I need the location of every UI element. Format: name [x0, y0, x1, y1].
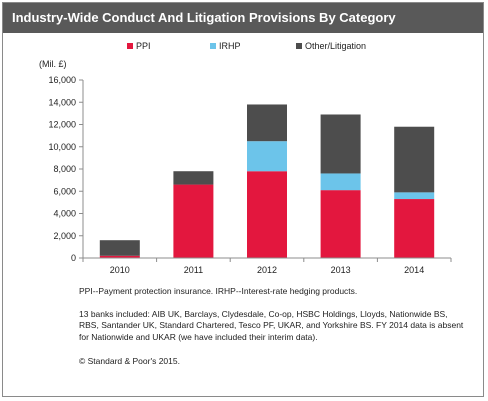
y-tick-label: 16,000	[48, 75, 76, 85]
legend-label-ppi: PPI	[136, 41, 151, 51]
y-tick-label: 6,000	[53, 186, 76, 196]
y-axis-label: (Mil. £)	[39, 59, 67, 69]
copyright-note: © Standard & Poor's 2015.	[79, 356, 180, 366]
chart-panel: Industry-Wide Conduct And Litigation Pro…	[2, 2, 484, 397]
y-tick-label: 10,000	[48, 142, 76, 152]
footnotes: PPI--Payment protection insurance. IRHP-…	[79, 286, 469, 368]
legend-swatch-irhp	[210, 43, 216, 49]
bar-irhp-2014	[394, 192, 435, 200]
bar-ppi-2010	[99, 255, 140, 258]
y-tick-label: 14,000	[48, 97, 76, 107]
bar-ppi-2011	[173, 184, 214, 258]
y-tick-label: 4,000	[53, 209, 76, 219]
legend-label-other-litigation: Other/Litigation	[305, 41, 366, 51]
bar-other-litigation-2010	[99, 240, 140, 256]
y-tick-label: 0	[71, 253, 76, 263]
bars	[99, 104, 435, 258]
y-tick-label: 12,000	[48, 120, 76, 130]
x-tick-label: 2011	[184, 265, 203, 275]
legend-label-irhp: IRHP	[219, 41, 241, 51]
stacked-bar-chart: (Mil. £) PPI IRHP Other/Litigation 0 2,000 4…	[39, 41, 452, 275]
bar-ppi-2013	[320, 190, 361, 258]
bar-other-litigation-2014	[394, 126, 435, 193]
bar-other-litigation-2011	[173, 171, 214, 185]
bar-ppi-2014	[394, 199, 435, 258]
x-tick-label: 2014	[404, 265, 424, 275]
bar-ppi-2012	[247, 171, 287, 258]
x-tick-label: 2010	[110, 265, 130, 275]
abbreviations-note: PPI--Payment protection insurance. IRHP-…	[79, 286, 358, 296]
legend-swatch-ppi	[127, 43, 133, 49]
x-tick-label: 2013	[331, 265, 351, 275]
bar-other-litigation-2013	[320, 114, 361, 174]
bar-irhp-2013	[320, 173, 361, 191]
y-tick-label: 8,000	[53, 164, 76, 174]
bar-irhp-2012	[247, 141, 287, 172]
y-tick-label: 2,000	[53, 231, 76, 241]
bar-other-litigation-2012	[247, 104, 287, 142]
chart-title: Industry-Wide Conduct And Litigation Pro…	[3, 3, 483, 33]
chart-legend: PPI IRHP Other/Litigation	[127, 41, 366, 51]
x-tick-label: 2012	[257, 265, 277, 275]
legend-swatch-other-litigation	[296, 43, 302, 49]
banks-note: 13 banks included: AIB UK, Barclays, Cly…	[79, 308, 464, 342]
x-axis: 2010 2011 2012 2013 2014	[82, 257, 452, 275]
y-axis: 0 2,000 4,000 6,000 8,000 10,000 12,000 14,000 1…	[48, 75, 84, 263]
